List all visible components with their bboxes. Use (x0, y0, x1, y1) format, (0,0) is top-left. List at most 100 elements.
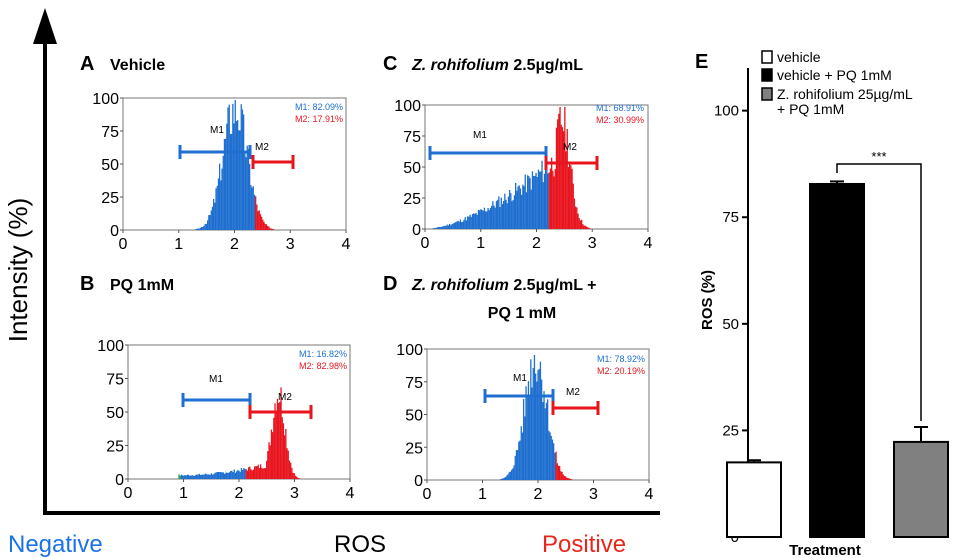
histogram-bin (272, 432, 274, 479)
histogram-bin (232, 103, 234, 230)
histogram-bin (236, 471, 238, 479)
y-tick-label: 100 (97, 338, 124, 355)
histogram-bin (553, 176, 555, 229)
histogram-bin (249, 163, 251, 230)
histogram-bin (536, 381, 538, 480)
main-y-label: Intensity (%) (3, 198, 33, 343)
histogram-bin (266, 460, 268, 479)
histogram-bin (234, 100, 236, 230)
histogram-bin (240, 467, 243, 479)
histogram-bin (183, 475, 185, 479)
histogram-bin (479, 210, 481, 229)
histogram-bin (561, 127, 564, 229)
histogram-bin (503, 200, 505, 229)
histogram-bin (263, 468, 265, 479)
histogram-bin (554, 452, 556, 480)
x-tick-label: 2 (534, 486, 543, 503)
histogram-bin (562, 474, 564, 480)
panel-b: B PQ 1mM 100 75 50 25 00 1 2 3 4 M1 M2 M1: 16.82% M2… (80, 273, 355, 502)
histogram-bin (533, 175, 535, 229)
histogram-bin (198, 228, 200, 230)
x-tick-label: 1 (476, 235, 485, 252)
panel-d: D Z. rohifolium 2.5µg/mL + PQ 1 mM 10075… (383, 273, 654, 503)
histogram-bin (200, 475, 202, 479)
histogram-bin (239, 130, 241, 230)
histogram-bin (443, 226, 445, 229)
histogram-bin (463, 219, 465, 229)
histogram-bin (221, 472, 223, 479)
histogram-bin (550, 435, 552, 480)
histogram-bin (241, 109, 244, 230)
histogram-bin (279, 401, 281, 479)
histogram-bin (437, 227, 439, 229)
histogram-bin (519, 188, 522, 229)
histogram-bin (254, 466, 256, 479)
m1-gate-label: M1 (210, 125, 224, 136)
histogram-bin (275, 413, 277, 479)
histogram-bin (555, 451, 557, 480)
histogram-bin (243, 114, 245, 230)
m2-percentage: M2: 30.99% (596, 115, 644, 125)
histogram-bin (577, 213, 579, 229)
histogram-bin (244, 469, 246, 479)
histogram-bin (516, 190, 518, 229)
m2-gate-label: M2 (563, 142, 577, 153)
m1-percentage: M1: 82.09% (295, 102, 343, 112)
histogram-bin (178, 474, 180, 479)
x-tick-label: 3 (286, 236, 295, 253)
histogram-bin (208, 474, 210, 479)
histogram-bin (507, 196, 510, 229)
histogram-bin (563, 475, 566, 480)
histogram-bin (221, 168, 223, 230)
histogram-bin (527, 381, 530, 480)
histogram-bin (235, 121, 238, 230)
histogram-bin (291, 467, 293, 479)
histogram-bin (495, 201, 498, 229)
histogram-bin (434, 228, 436, 229)
histogram-bin (520, 426, 522, 480)
legend-entry: Z. rohifolium 25µg/mL (777, 86, 913, 102)
histogram-bin (555, 127, 558, 229)
histogram-bin (508, 472, 510, 480)
histogram-bin (589, 228, 591, 229)
histogram-bin (549, 168, 552, 229)
histogram-bin (494, 207, 496, 229)
histogram-bin (489, 207, 492, 229)
histogram-bin (456, 221, 458, 229)
histogram-bin (521, 432, 524, 480)
histogram-bin (531, 171, 534, 229)
histogram-bin (505, 477, 507, 480)
panel-b-letter: B (80, 273, 94, 295)
histogram-bin (480, 209, 482, 229)
histogram-bin (248, 467, 250, 479)
histogram-bin (432, 228, 434, 229)
histogram-bin (500, 479, 502, 480)
panel-e: E 0255075100ROS (%)Treatment***vehicleve… (695, 49, 949, 558)
histogram-bin (564, 107, 566, 229)
histogram-bin (184, 475, 186, 479)
panel-c-title-italic: Z. rohifolium (411, 57, 509, 74)
histogram-bin (501, 204, 504, 229)
significance-label: *** (871, 149, 886, 164)
y-tick-label: 0 (115, 472, 124, 489)
histogram-bin (450, 225, 452, 229)
m2-gate-label: M2 (566, 387, 580, 398)
m2-gate-label: M2 (255, 142, 269, 153)
x-tick-label: 0 (421, 235, 430, 252)
m2-gate-label: M2 (278, 392, 292, 403)
panel-c-title-rest: 2.5µg/mL (509, 57, 583, 74)
histogram-bin (230, 471, 232, 479)
histogram-bin (470, 217, 472, 229)
m1-gate-label: M1 (513, 373, 527, 384)
histogram-bin (185, 475, 187, 479)
y-arrowhead (33, 8, 57, 44)
bar-y-tick-label: 50 (722, 316, 739, 333)
histogram-bin (240, 104, 242, 230)
histogram-bin (286, 448, 288, 479)
histogram-bin (446, 224, 448, 229)
main-x-label: ROS (334, 531, 386, 558)
histogram-bin (542, 182, 544, 229)
histogram-bin (548, 430, 550, 480)
histogram-bin (548, 172, 550, 229)
histogram-bin (569, 478, 572, 480)
